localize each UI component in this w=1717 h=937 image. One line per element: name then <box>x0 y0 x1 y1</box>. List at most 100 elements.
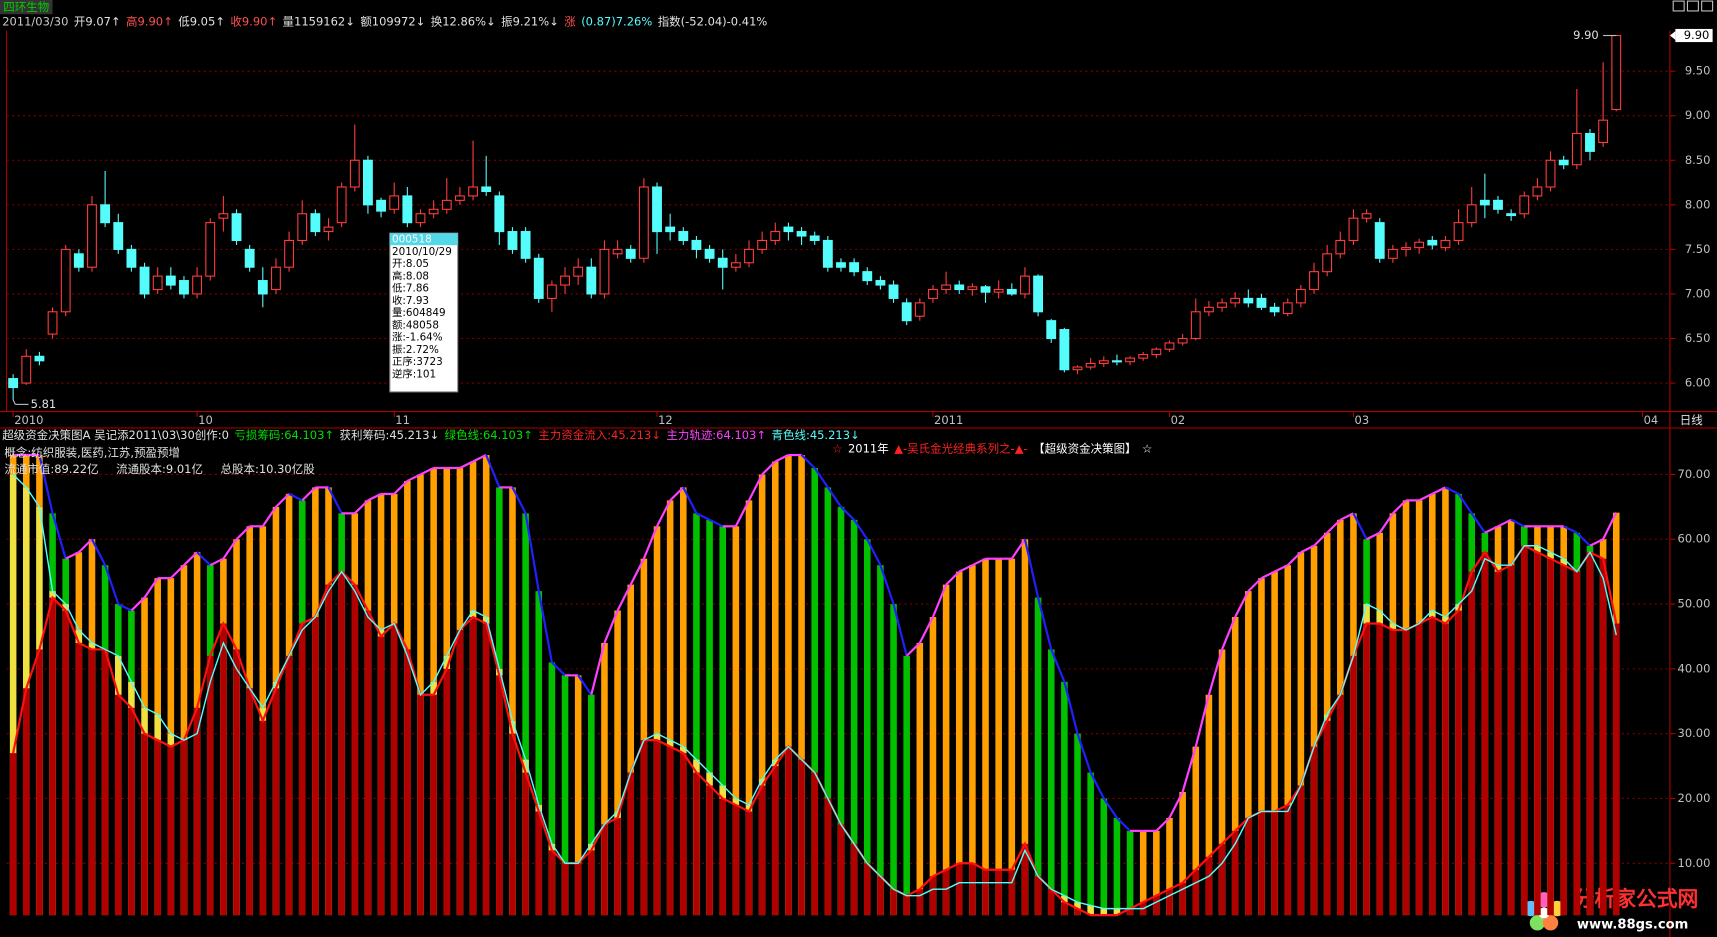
candle-body <box>1256 297 1267 308</box>
red-bar <box>811 772 818 916</box>
y-tick-label: 10.00 <box>1678 856 1711 870</box>
upper-bar <box>206 565 214 682</box>
red-bar <box>1389 629 1397 916</box>
candle-body <box>967 286 978 291</box>
candle-body <box>1374 222 1385 259</box>
candle-body <box>428 208 439 215</box>
red-bar <box>548 850 556 916</box>
upper-bar <box>719 526 727 786</box>
candle-body <box>1361 213 1372 219</box>
upper-bar <box>1494 526 1502 566</box>
lower-bar <box>1087 905 1094 916</box>
upper-bar <box>456 467 464 630</box>
upper-bar <box>1573 532 1581 572</box>
upper-bar <box>88 539 96 643</box>
red-bar <box>167 746 175 916</box>
red-bar <box>1442 623 1449 916</box>
candle-body <box>1282 302 1293 315</box>
upper-bar <box>601 642 608 825</box>
subtitle: 【超级资金决策图】 <box>1033 441 1136 455</box>
top-line-segment <box>958 564 973 573</box>
top-line-segment <box>1444 486 1460 495</box>
candle-body <box>152 275 163 291</box>
tooltip-line: 振:2.72% <box>392 343 439 356</box>
candle-body <box>139 266 150 295</box>
y-tick-label: 7.00 <box>1685 286 1711 300</box>
upper-bar <box>404 480 411 656</box>
y-tick-label: 60.00 <box>1678 532 1711 546</box>
top-line-segment <box>143 577 159 599</box>
button-close[interactable] <box>1701 0 1714 12</box>
top-line-segment <box>420 466 435 476</box>
candle-body <box>205 222 216 277</box>
candle-body <box>1111 360 1122 363</box>
top-line-segment <box>1037 597 1053 650</box>
annotation: 5.81 <box>31 397 57 411</box>
red-bar <box>193 707 201 916</box>
red-bar <box>890 889 897 916</box>
y-tick-label: 8.00 <box>1685 197 1711 211</box>
logo-petal <box>1542 915 1559 931</box>
top-line-segment <box>577 674 593 696</box>
upper-bar <box>771 461 779 760</box>
upper-bar <box>22 455 30 488</box>
upper-bar <box>496 487 503 669</box>
candle-body <box>1217 302 1227 308</box>
candle-body <box>271 266 281 291</box>
red-bar <box>456 629 464 916</box>
top-line-segment <box>1576 531 1591 547</box>
quote-item: 收9.90↑ <box>230 14 277 28</box>
upper-bar <box>233 539 240 669</box>
upper-bar <box>1271 571 1278 812</box>
candle-body <box>165 275 176 286</box>
candle-body <box>533 257 544 299</box>
top-line-segment <box>261 506 277 527</box>
candle-body <box>862 271 873 282</box>
indicator-header: 主力轨迹:64.103↑ <box>666 428 766 442</box>
candle-body <box>8 378 19 389</box>
upper-bar <box>1297 552 1305 786</box>
red-bar <box>574 863 582 916</box>
upper-bar <box>693 513 700 760</box>
candle-body <box>1230 297 1241 304</box>
top-line-segment <box>1286 551 1302 566</box>
candle-body <box>888 284 899 299</box>
upper-bar <box>574 675 582 864</box>
annotation-leader <box>12 399 16 405</box>
tooltip-line: 2010/10/29 <box>392 246 452 258</box>
y-tick-label: 70.00 <box>1678 467 1711 481</box>
red-bar <box>430 694 437 916</box>
top-line-segment <box>1181 746 1197 793</box>
candle-body <box>1020 275 1030 295</box>
tooltip-line: 正序:3723 <box>392 355 443 368</box>
quote-item: 量1159162↓ <box>283 14 355 28</box>
upper-bar <box>298 500 306 630</box>
top-line-segment <box>971 557 987 567</box>
top-line-segment <box>761 460 777 476</box>
upper-bar <box>1061 681 1068 896</box>
window-buttons[interactable] <box>1672 0 1714 12</box>
candle-body <box>1598 119 1609 143</box>
y-tick-label: 30.00 <box>1678 726 1711 740</box>
candle-body <box>1164 342 1175 350</box>
red-bar <box>364 610 372 916</box>
red-bar <box>1547 558 1554 916</box>
tooltip-line: 收:7.93 <box>392 294 429 307</box>
top-line-segment <box>1366 531 1381 541</box>
candle-body <box>586 266 597 295</box>
candle-body <box>1295 288 1306 304</box>
red-bar <box>417 694 424 916</box>
top-line-segment <box>603 610 619 644</box>
red-bar <box>141 733 148 916</box>
x-tick-label: 11 <box>395 413 410 427</box>
candle-body <box>1558 159 1569 166</box>
upper-bar <box>1139 830 1147 909</box>
candle-body <box>1138 353 1149 359</box>
button-minimize[interactable] <box>1672 0 1685 12</box>
candle-body <box>928 288 938 299</box>
upper-bar <box>62 558 69 605</box>
red-bar <box>101 649 109 916</box>
last-price-label: 9.90 <box>1684 28 1710 42</box>
button-restore[interactable] <box>1686 0 1699 12</box>
red-bar <box>1008 869 1016 916</box>
